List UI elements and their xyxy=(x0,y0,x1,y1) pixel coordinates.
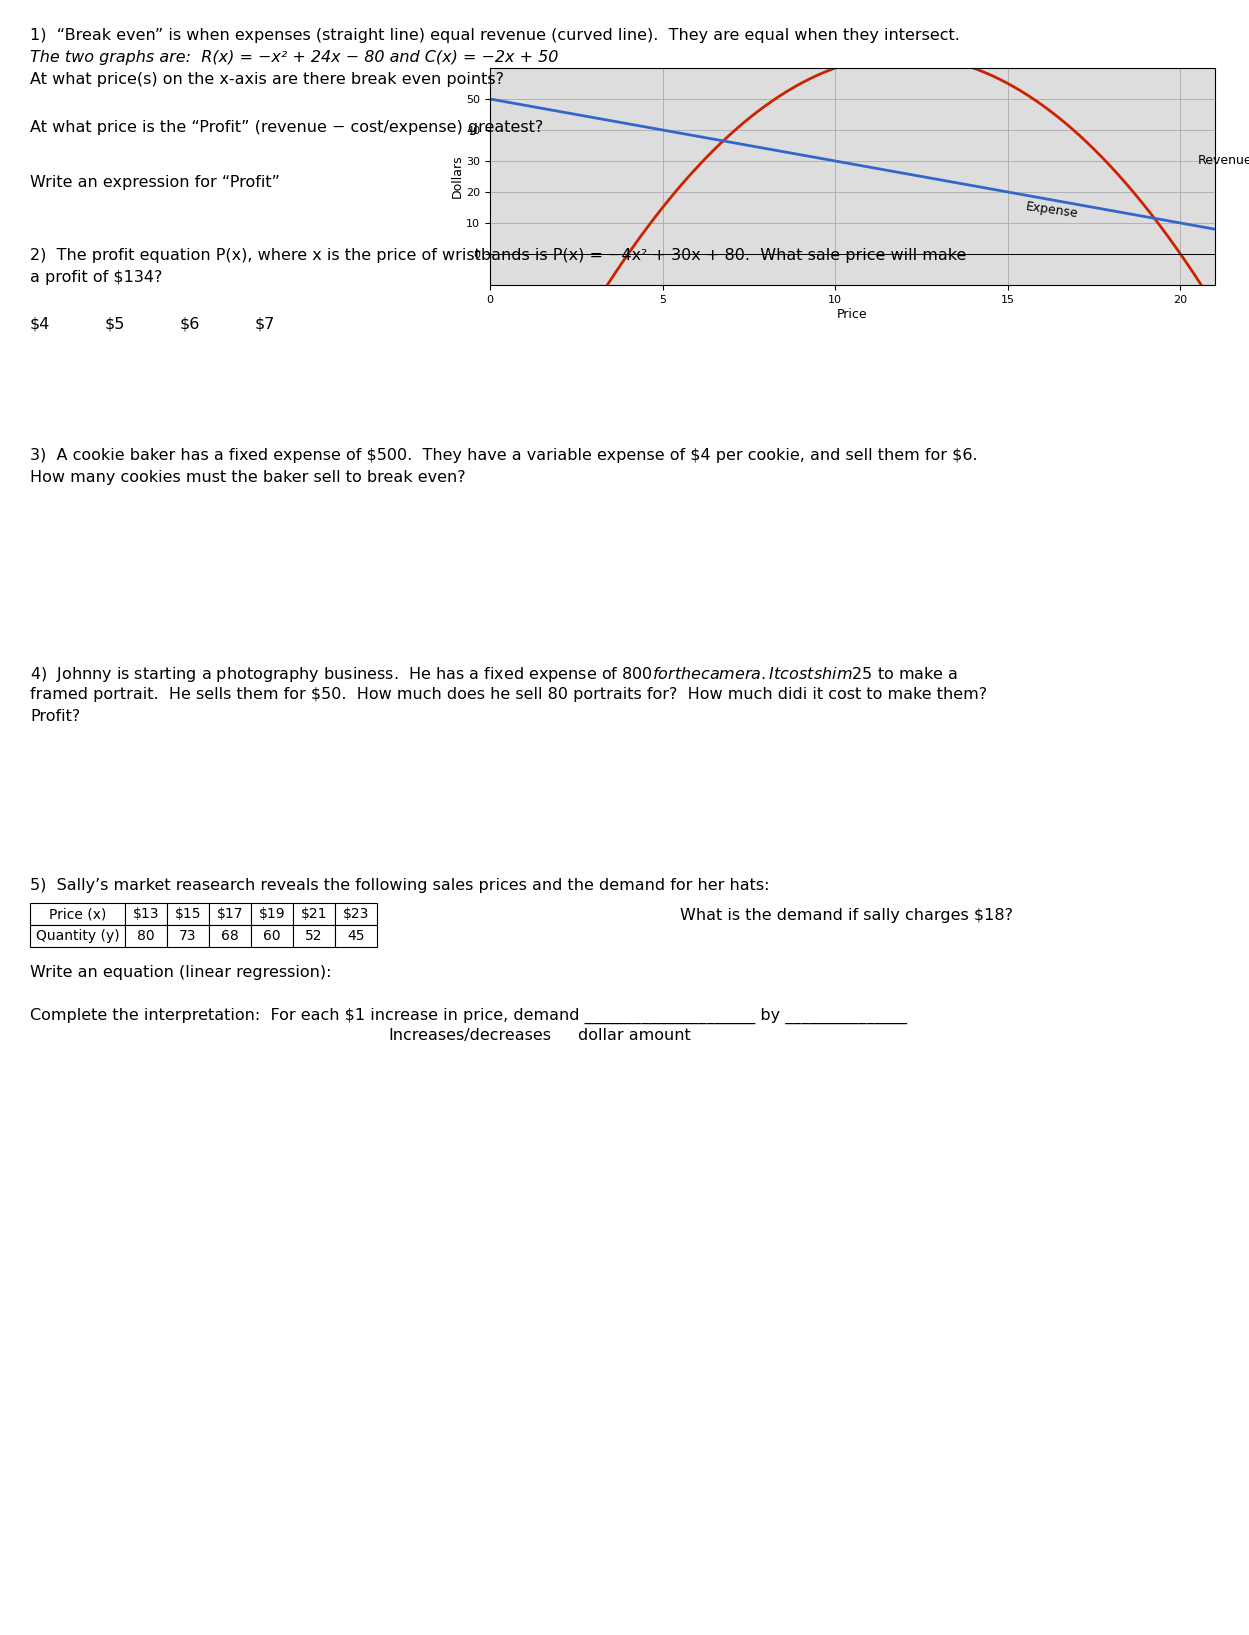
Text: $19: $19 xyxy=(259,907,285,921)
Bar xyxy=(30,925,125,947)
Text: At what price(s) on the x-axis are there break even points?: At what price(s) on the x-axis are there… xyxy=(30,72,505,87)
Text: What is the demand if sally charges $18?: What is the demand if sally charges $18? xyxy=(679,907,1013,924)
Bar xyxy=(335,903,377,925)
Text: The two graphs are:  R(x) = −x² + 24x − 80 and C(x) = −2x + 50: The two graphs are: R(x) = −x² + 24x − 8… xyxy=(30,51,558,65)
Bar xyxy=(125,925,167,947)
Text: $13: $13 xyxy=(132,907,160,921)
Text: How many cookies must the baker sell to break even?: How many cookies must the baker sell to … xyxy=(30,469,466,486)
Text: $17: $17 xyxy=(217,907,244,921)
Bar xyxy=(209,903,251,925)
Text: 5)  Sally’s market reasearch reveals the following sales prices and the demand f: 5) Sally’s market reasearch reveals the … xyxy=(30,878,769,893)
Text: Price (x): Price (x) xyxy=(49,907,106,921)
Bar xyxy=(30,903,125,925)
Y-axis label: Dollars: Dollars xyxy=(451,155,463,198)
Bar xyxy=(125,903,167,925)
Text: $21: $21 xyxy=(301,907,327,921)
Bar xyxy=(167,903,209,925)
Text: Write an equation (linear regression):: Write an equation (linear regression): xyxy=(30,965,331,979)
Bar xyxy=(251,925,294,947)
Text: Quantity (y): Quantity (y) xyxy=(36,929,120,943)
Bar xyxy=(167,925,209,947)
Bar xyxy=(294,925,335,947)
Text: a profit of $134?: a profit of $134? xyxy=(30,270,162,284)
Text: Revenue: Revenue xyxy=(1198,154,1249,167)
Bar xyxy=(335,925,377,947)
Bar xyxy=(294,903,335,925)
Text: Expense: Expense xyxy=(1025,201,1079,221)
Text: 68: 68 xyxy=(221,929,239,943)
Text: $23: $23 xyxy=(342,907,370,921)
Text: 1)  “Break even” is when expenses (straight line) equal revenue (curved line).  : 1) “Break even” is when expenses (straig… xyxy=(30,28,960,43)
Text: $15: $15 xyxy=(175,907,201,921)
Text: dollar amount: dollar amount xyxy=(578,1028,691,1043)
Text: Increases/decreases: Increases/decreases xyxy=(388,1028,551,1043)
Text: $5: $5 xyxy=(105,316,125,330)
Bar xyxy=(209,925,251,947)
Text: $7: $7 xyxy=(255,316,275,330)
Text: $6: $6 xyxy=(180,316,200,330)
Text: Write an expression for “Profit”: Write an expression for “Profit” xyxy=(30,175,280,190)
Text: Profit?: Profit? xyxy=(30,710,80,724)
X-axis label: Price: Price xyxy=(837,307,868,320)
Text: 45: 45 xyxy=(347,929,365,943)
Text: $4: $4 xyxy=(30,316,50,330)
Text: Complete the interpretation:  For each $1 increase in price, demand ____________: Complete the interpretation: For each $1… xyxy=(30,1009,907,1024)
Text: 73: 73 xyxy=(180,929,197,943)
Text: 4)  Johnny is starting a photography business.  He has a fixed expense of $800 f: 4) Johnny is starting a photography busi… xyxy=(30,665,958,683)
Text: 2)  The profit equation P(x), where x is the price of wristbands is P(x) = −4x² : 2) The profit equation P(x), where x is … xyxy=(30,249,967,263)
Text: 60: 60 xyxy=(264,929,281,943)
Text: 80: 80 xyxy=(137,929,155,943)
Text: 52: 52 xyxy=(305,929,322,943)
Text: At what price is the “Profit” (revenue − cost/expense) greatest?: At what price is the “Profit” (revenue −… xyxy=(30,119,543,136)
Bar xyxy=(251,903,294,925)
Text: 3)  A cookie baker has a fixed expense of $500.  They have a variable expense of: 3) A cookie baker has a fixed expense of… xyxy=(30,448,978,463)
Text: framed portrait.  He sells them for $50.  How much does he sell 80 portraits for: framed portrait. He sells them for $50. … xyxy=(30,687,987,701)
